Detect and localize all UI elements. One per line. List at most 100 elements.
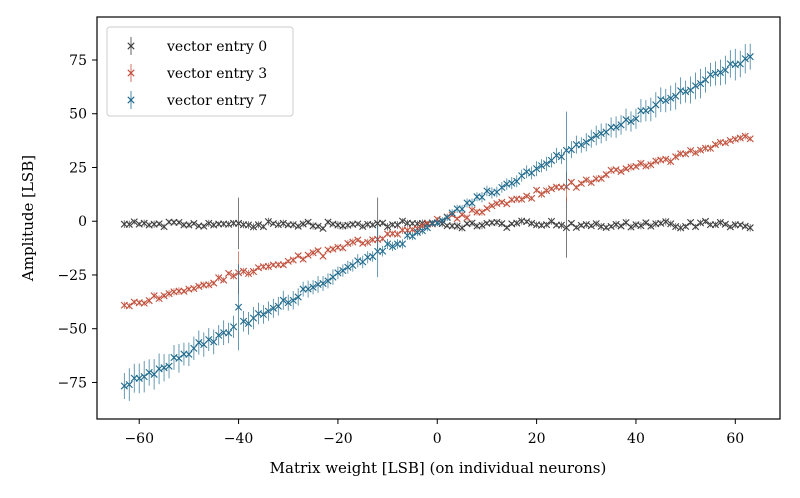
data-point [696, 219, 705, 227]
y-tick-label: 75 [69, 53, 87, 69]
data-point [513, 219, 521, 227]
data-point [498, 183, 506, 192]
data-point [622, 116, 630, 124]
data-point [642, 219, 650, 227]
data-point [284, 299, 292, 307]
y-tick-label: −50 [57, 322, 87, 338]
data-point [587, 135, 595, 143]
data-point [547, 217, 556, 225]
data-point [508, 179, 516, 187]
data-point [388, 242, 397, 251]
data-point [309, 249, 317, 257]
data-point [647, 222, 655, 230]
data-point [324, 218, 332, 226]
data-point [533, 186, 541, 194]
data-point [577, 179, 585, 188]
axes-frame [96, 16, 781, 420]
data-point [687, 218, 695, 227]
data-point [249, 267, 258, 276]
legend-item-2: vector entry 3 [127, 64, 267, 82]
data-point [185, 350, 193, 358]
x-axis-label: Matrix weight [LSB] (on individual neuro… [270, 459, 607, 477]
data-point [398, 217, 407, 225]
x-tick-label: 0 [433, 431, 442, 447]
data-point [344, 263, 352, 271]
data-point [165, 362, 173, 370]
data-point [239, 317, 248, 325]
data-point [145, 368, 153, 377]
data-point [662, 155, 670, 163]
data-point [369, 221, 377, 229]
data-point [547, 185, 556, 193]
data-point [294, 293, 302, 301]
data-point [408, 232, 417, 240]
data-point [607, 222, 615, 231]
series-1 [120, 197, 754, 258]
legend: vector entry 0 vector entry 3 vector entry… [106, 26, 294, 117]
data-point [230, 272, 238, 280]
data-point [741, 132, 749, 140]
data-point [205, 219, 213, 227]
data-point [135, 374, 143, 382]
data-point [205, 281, 213, 289]
data-point [319, 224, 327, 232]
data-point [721, 66, 729, 74]
data-point [269, 304, 277, 312]
plot-area [120, 43, 754, 401]
data-point [165, 290, 173, 298]
y-axis: −75 −50 −25 0 25 50 75 [57, 53, 97, 391]
data-point [329, 245, 337, 253]
data-point [687, 146, 695, 155]
data-point [478, 221, 486, 229]
data-point [498, 198, 506, 206]
data-point [190, 219, 198, 228]
data-point [667, 220, 675, 228]
data-point [682, 150, 690, 158]
data-point [225, 329, 233, 337]
data-point [334, 269, 342, 277]
data-point [711, 141, 720, 149]
data-point [398, 240, 407, 248]
data-point [215, 274, 223, 282]
data-point [632, 115, 640, 123]
data-point [309, 283, 317, 291]
data-point [364, 238, 372, 246]
data-point [314, 222, 322, 230]
data-point [418, 227, 426, 235]
data-point [195, 339, 203, 347]
data-point [120, 382, 128, 390]
data-point [622, 165, 630, 173]
legend-marker [127, 69, 135, 77]
data-point [696, 80, 705, 88]
data-point [662, 218, 670, 226]
data-point [299, 255, 307, 263]
data-point [354, 236, 362, 244]
data-point [691, 149, 700, 157]
legend-label: vector entry 3 [166, 66, 267, 82]
data-point [279, 261, 287, 269]
data-point [746, 135, 754, 143]
data-point [215, 331, 223, 339]
data-point [736, 221, 744, 229]
data-point [701, 217, 710, 225]
data-point [244, 221, 253, 229]
data-point [239, 267, 248, 275]
data-point [205, 335, 213, 344]
data-point [518, 195, 526, 203]
data-point [682, 88, 690, 96]
data-point [264, 262, 272, 271]
data-point [433, 219, 441, 227]
data-point [746, 53, 754, 61]
y-tick-label: 50 [69, 107, 87, 123]
x-tick-label: 20 [528, 431, 546, 447]
data-point [691, 223, 700, 231]
data-point [448, 209, 456, 217]
data-point [230, 323, 238, 331]
data-point [582, 138, 590, 146]
data-point [657, 219, 665, 227]
data-point [453, 222, 461, 230]
data-point [488, 202, 496, 210]
y-tick-label: 25 [69, 160, 87, 176]
data-point [379, 247, 387, 255]
